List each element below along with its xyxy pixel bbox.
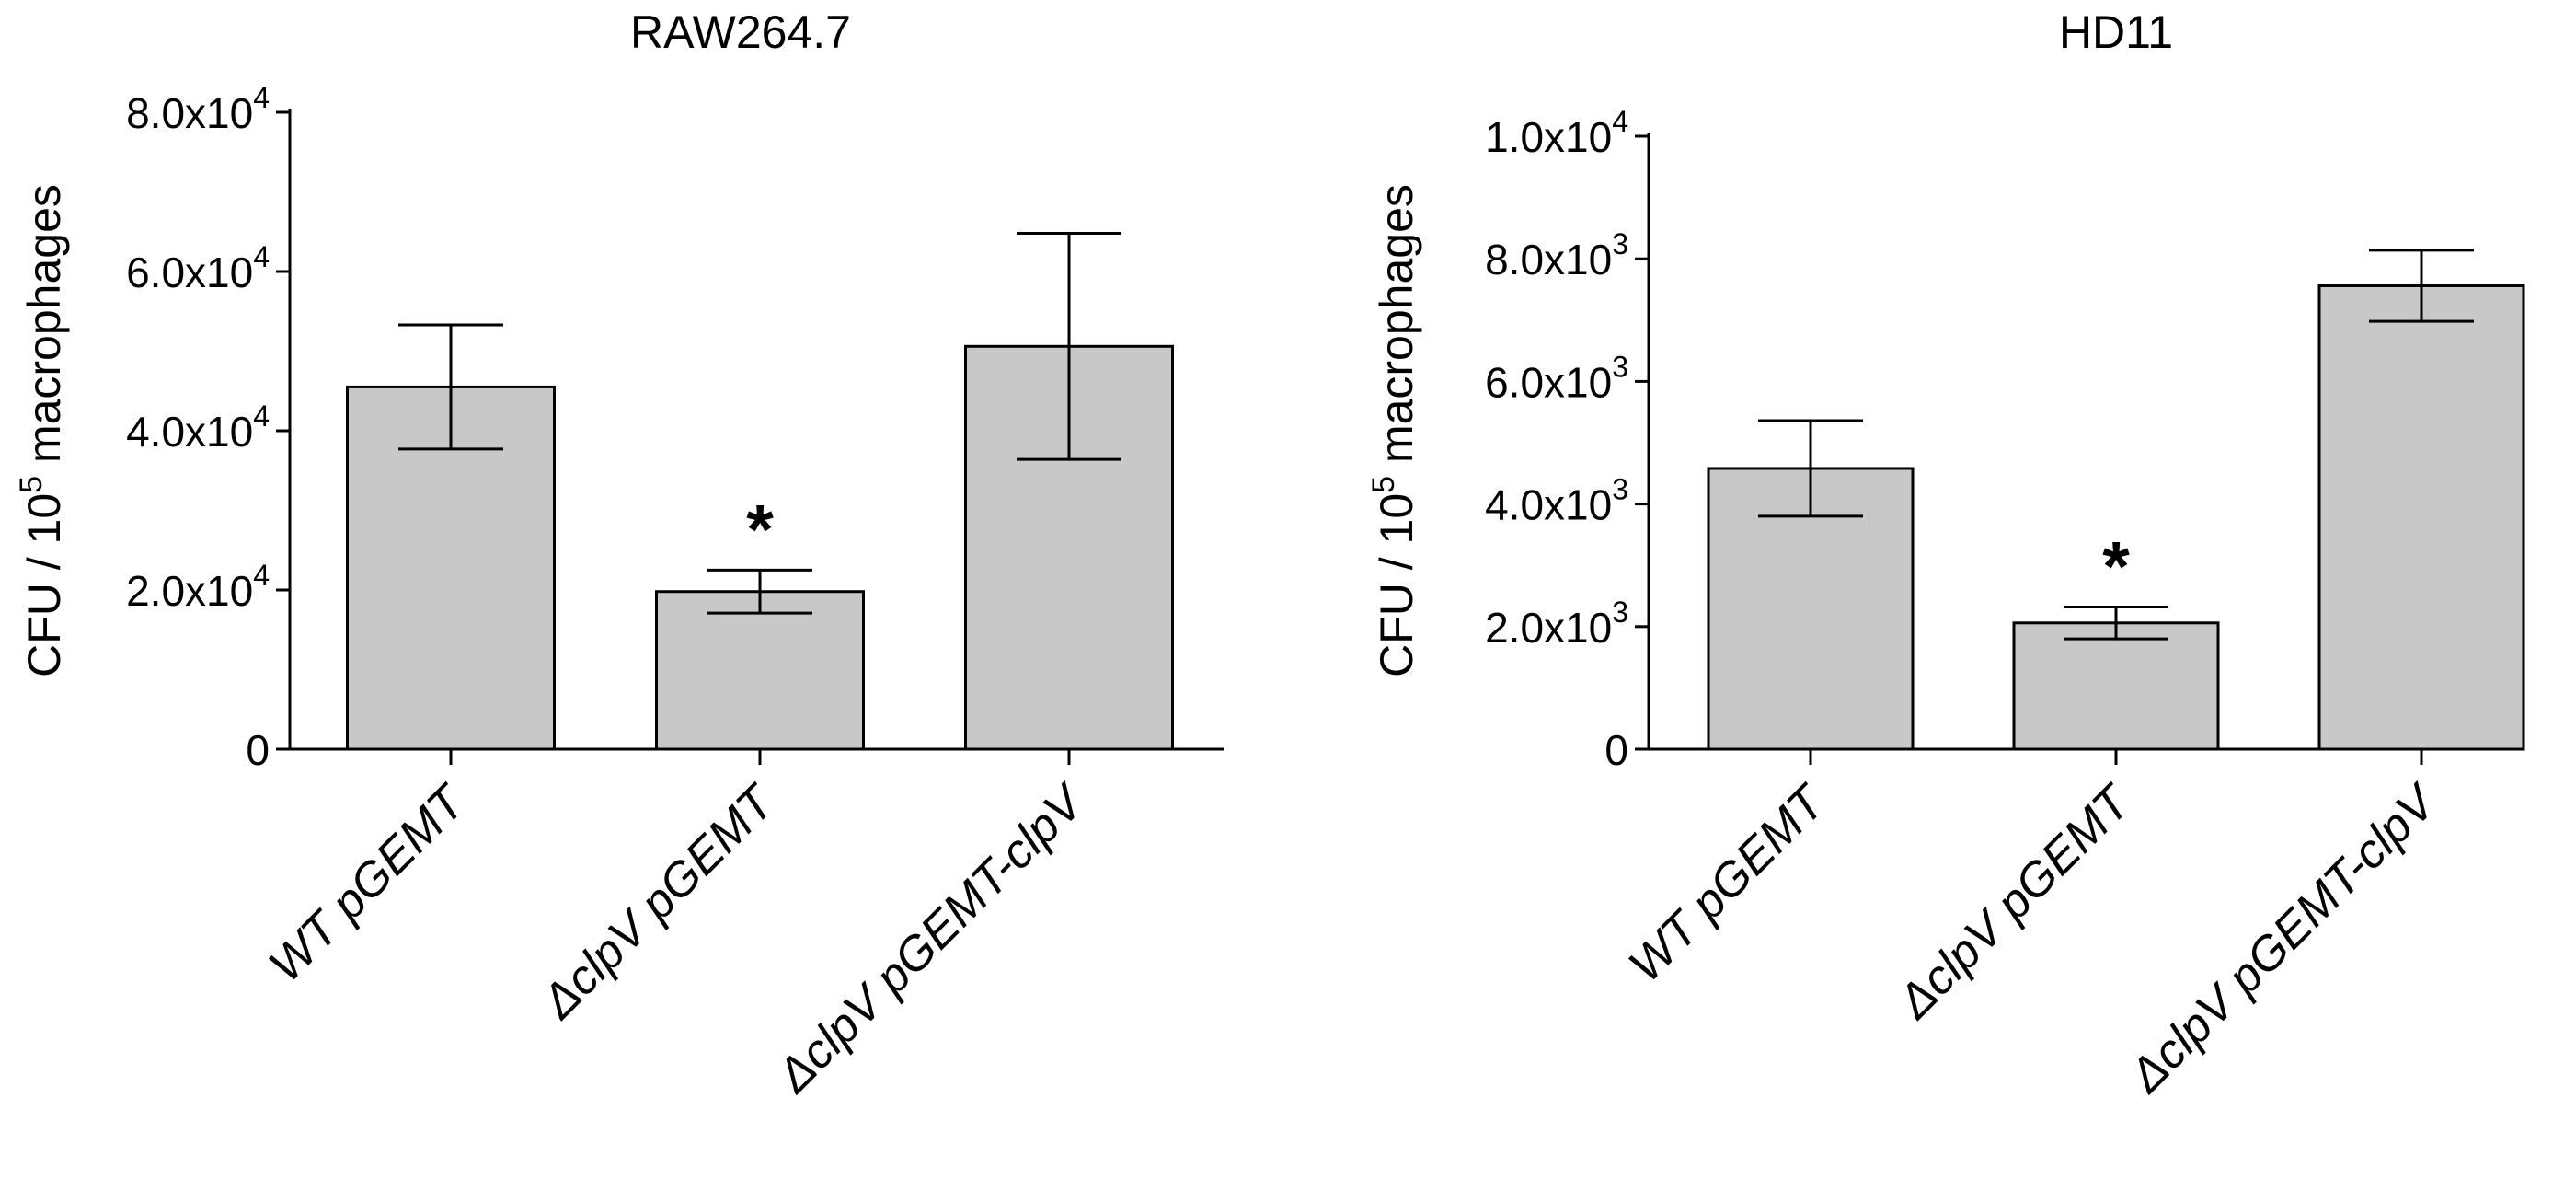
x-tick-label: ΔclpV pGEMT <box>1887 774 2143 1030</box>
y-tick-label: 0 <box>1604 726 1628 774</box>
chart-title: RAW264.7 <box>630 6 851 58</box>
y-tick-label: 8.0x104 <box>126 81 270 137</box>
significance-marker: * <box>2102 527 2130 606</box>
chart-title: HD11 <box>2059 6 2173 58</box>
x-tick-label: ΔclpV pGEMT <box>531 774 787 1030</box>
y-tick-label: 0 <box>246 726 270 774</box>
chart-panel-1: RAW264.7 CFU / 105 macrophages 0 2.0x104 4.0… <box>14 6 1224 1104</box>
error-bar-1 <box>398 323 503 451</box>
chart-panel-2: HD11 CFU / 105 macrophages 0 2.0x103 4.0x103… <box>1366 6 2525 1104</box>
y-tick-label: 4.0x103 <box>1485 473 1628 529</box>
error-bar-2 <box>2064 605 2168 641</box>
significance-marker: * <box>746 491 774 569</box>
y-tick-label: 2.0x103 <box>1485 595 1628 652</box>
x-tick-label: ΔclpV pGEMT-clpV <box>2119 773 2449 1104</box>
y-axis-label: CFU / 105 macrophages <box>1366 184 1422 677</box>
bar-2 <box>2012 621 2220 751</box>
y-tick-label: 4.0x104 <box>126 399 270 456</box>
error-bar-1 <box>1758 419 1863 518</box>
y-tick-label: 6.0x103 <box>1485 350 1628 406</box>
y-axis-label: CFU / 105 macrophages <box>14 184 70 677</box>
error-bar-3 <box>2369 249 2474 323</box>
error-bar-2 <box>707 568 812 615</box>
x-tick-label: WT pGEMT <box>1618 774 1836 992</box>
bar-3 <box>2317 284 2525 751</box>
y-tick-label: 1.0x104 <box>1485 105 1628 161</box>
y-tick-label: 2.0x104 <box>126 559 270 615</box>
x-tick-label: WT pGEMT <box>259 774 477 992</box>
y-tick-label: 6.0x104 <box>126 240 270 296</box>
bar-2 <box>655 590 865 751</box>
y-tick-label: 8.0x103 <box>1485 227 1628 283</box>
x-tick-label: ΔclpV pGEMT-clpV <box>766 773 1097 1104</box>
error-bar-3 <box>1017 231 1121 461</box>
